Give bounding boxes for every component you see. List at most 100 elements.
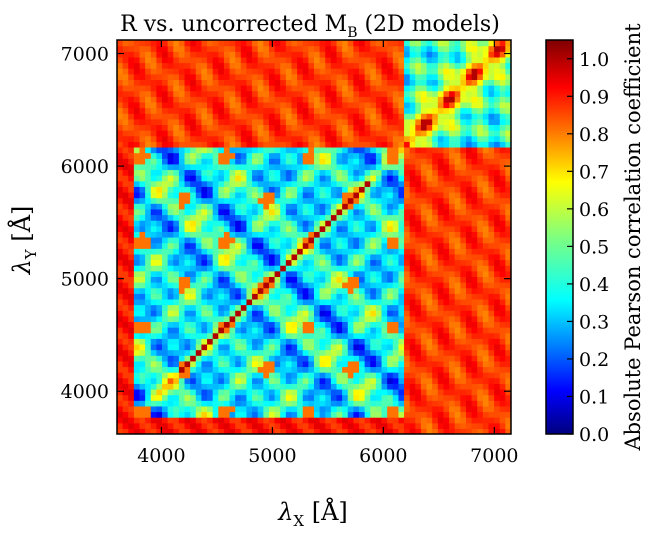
heatmap-cell [173,152,180,159]
heatmap-cell [240,349,248,356]
heatmap-cell [420,276,428,283]
heatmap-cell [263,253,270,261]
heatmap-cell [353,377,360,384]
heatmap-cell [212,422,219,429]
heatmap-cell [285,135,293,142]
heatmap-cell [359,45,366,52]
heatmap-cell [359,220,366,227]
heatmap-cell [347,101,354,109]
heatmap-cell [398,152,405,159]
heatmap-cell [482,372,490,379]
heatmap-cell [465,203,473,210]
heatmap-cell [415,259,422,266]
heatmap-cell [156,124,163,131]
heatmap-cell [133,355,141,362]
heatmap-cell [471,253,478,261]
heatmap-cell [201,214,208,221]
heatmap-cell [268,315,276,323]
heatmap-cell [499,73,506,80]
heatmap-cell [246,310,253,317]
heatmap-cell [128,208,135,216]
heatmap-cell [488,265,495,272]
heatmap-cell [235,118,242,126]
heatmap-cell [336,360,343,368]
heatmap-cell [449,332,456,339]
heatmap-cell [274,62,281,69]
heatmap-cell [420,107,428,114]
heatmap-cell [319,282,326,289]
heatmap-cell [128,355,135,362]
heatmap-cell [471,355,478,362]
heatmap-cell [145,124,152,131]
heatmap-cell [454,79,461,86]
heatmap-cell [257,90,264,97]
heatmap-cell [291,107,298,114]
heatmap-cell [347,96,354,103]
heatmap-cell [240,366,248,373]
heatmap-cell [235,388,242,396]
heatmap-cell [162,186,169,193]
heatmap-cell [499,180,506,187]
heatmap-cell [353,298,360,306]
heatmap-cell [319,220,326,227]
heatmap-cell [223,186,231,193]
heatmap-cell [415,321,422,328]
heatmap-cell [364,428,371,434]
heatmap-cell [347,85,354,92]
heatmap-cell [128,79,135,86]
heatmap-cell [477,276,484,283]
heatmap-cell [392,113,400,120]
heatmap-cell [223,118,231,126]
heatmap-cell [223,107,231,114]
heatmap-cell [443,186,450,193]
heatmap-cell [449,411,456,418]
heatmap-cell [302,56,309,64]
heatmap-cell [347,107,354,114]
heatmap-cell [173,343,180,351]
heatmap-cell [471,135,478,142]
heatmap-cell [477,270,484,277]
heatmap-cell [398,163,405,171]
heatmap-cell [128,186,135,193]
heatmap-cell [308,141,315,148]
heatmap-cell [370,135,377,142]
heatmap-cell [330,169,338,176]
heatmap-cell [336,107,343,114]
heatmap-cell [139,40,146,47]
heatmap-cell [398,411,405,418]
heatmap-cell [212,220,219,227]
heatmap-cell [460,422,467,429]
heatmap-cell [409,270,416,277]
heatmap-cell [454,113,461,120]
heatmap-cell [482,343,490,351]
heatmap-cell [336,417,343,424]
heatmap-cell [387,394,394,401]
heatmap-cell [274,405,281,413]
heatmap-cell [190,338,197,345]
heatmap-cell [465,366,473,373]
heatmap-cell [375,287,383,294]
heatmap-cell [280,214,287,221]
heatmap-cell [218,394,225,401]
heatmap-cell [190,62,197,69]
heatmap-cell [240,360,248,368]
heatmap-cell [392,124,400,131]
heatmap-cell [139,417,146,424]
heatmap-cell [122,130,129,137]
heatmap-cell [246,85,253,92]
heatmap-cell [178,152,186,159]
heatmap-cell [454,332,461,339]
heatmap-cell [263,270,270,277]
heatmap-cell [268,68,276,75]
heatmap-cell [156,152,163,159]
heatmap-cell [178,321,186,328]
heatmap-cell [488,191,495,199]
heatmap-cell [325,253,332,261]
heatmap-cell [381,51,388,58]
heatmap-cell [420,152,428,159]
heatmap-cell [404,141,411,148]
heatmap-cell [375,146,383,154]
heatmap-cell [404,355,411,362]
heatmap-cell [302,332,309,339]
heatmap-cell [381,40,388,47]
